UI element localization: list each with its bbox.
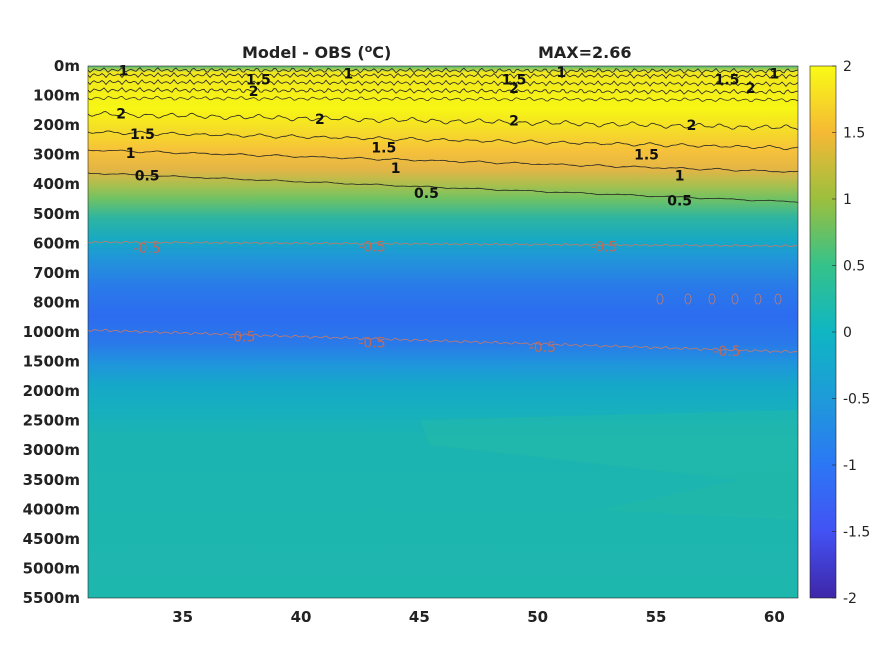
contour-label: 2 [509, 81, 519, 97]
y-tick-label: 5500m [23, 589, 80, 607]
contour-label: 1.5 [246, 72, 271, 88]
contour-label: 1.5 [371, 140, 396, 156]
contour-label: 1.5 [715, 72, 740, 88]
x-tick-label: 45 [409, 608, 430, 626]
contour-line [87, 149, 799, 173]
colorbar-tick-label: -0.5 [843, 392, 870, 408]
contour-label: -0.5 [713, 344, 740, 360]
contour-label: -0.5 [134, 241, 161, 257]
contour-line [87, 96, 799, 103]
contour-line [87, 67, 799, 74]
contour-label: -0.5 [529, 340, 556, 356]
contour-label: 1.5 [634, 148, 659, 164]
y-tick-label: 700m [33, 264, 80, 282]
y-tick-label: 1000m [23, 323, 80, 341]
y-tick-label: 2500m [23, 412, 80, 430]
contour-label: -0.5 [228, 329, 255, 345]
y-tick-label: 600m [33, 234, 80, 252]
colorbar-tick-label: -1 [843, 458, 857, 474]
contour-label: 2 [746, 81, 756, 97]
contour-label: 2 [509, 114, 519, 130]
contour-label: -0.5 [590, 239, 617, 255]
colorbar-tick-label: 2 [843, 59, 852, 75]
contour-label: 2 [116, 106, 126, 122]
contour-line [87, 79, 799, 88]
contour-label: 1 [343, 66, 353, 82]
colorbar-tick-label: -2 [843, 591, 857, 607]
y-tick-label: 100m [33, 87, 80, 105]
closed-contour [656, 293, 664, 305]
contour-line [87, 71, 799, 80]
contour-line [87, 111, 799, 131]
x-tick-label: 40 [291, 608, 312, 626]
contour-line [87, 240, 799, 248]
title-unit-suffix: C) [372, 43, 391, 62]
contour-label: 2 [249, 84, 259, 100]
contour-label: 1 [769, 66, 779, 82]
contour-label: -0.5 [358, 239, 385, 255]
colorbar-tick-label: 1.5 [843, 126, 865, 142]
colorbar-tick-label: 1 [843, 192, 852, 208]
plot-frame [87, 65, 799, 599]
y-tick-label: 4000m [23, 500, 80, 518]
contour-label: 0.5 [414, 186, 439, 202]
colorbar-tick-label: 0.5 [843, 259, 865, 275]
contour-label: 1 [391, 161, 401, 177]
contour-line [87, 172, 799, 203]
contour-line [87, 328, 799, 353]
x-tick-label: 35 [172, 608, 193, 626]
x-axis-labels: 35 40 45 50 55 60 [172, 608, 785, 626]
contour-label: 2 [315, 112, 325, 128]
chart-title: Model - OBS (oC) [242, 42, 391, 62]
y-tick-label: 2000m [23, 382, 80, 400]
y-tick-label: 3500m [23, 471, 80, 489]
contour-label: 2 [687, 118, 697, 134]
title-unit-sup: o [365, 42, 373, 55]
contour-line [87, 87, 799, 95]
closed-contour [774, 293, 782, 305]
contour-lines [87, 67, 799, 353]
max-label: MAX=2.66 [538, 43, 632, 62]
colorbar-labels: 2 1.5 1 0.5 0 -0.5 -1 -1.5 -2 [832, 59, 870, 607]
contour-label: 0.5 [135, 168, 160, 184]
closed-contour [754, 293, 762, 305]
colorbar-tick-label: 0 [843, 325, 852, 341]
contour-label: 1.5 [130, 127, 155, 143]
colorbar [809, 65, 837, 599]
y-axis-labels: 0m 100m 200m 300m 400m 500m 600m 700m 800m 1000m 1… [23, 57, 80, 607]
contour-label: 1.5 [502, 72, 527, 88]
contour-line [87, 130, 799, 151]
closed-contour [708, 293, 716, 305]
deep-water-patch [420, 410, 798, 520]
y-tick-label: 500m [33, 205, 80, 223]
x-tick-label: 55 [646, 608, 667, 626]
y-tick-label: 400m [33, 175, 80, 193]
x-tick-label: 50 [527, 608, 548, 626]
y-tick-label: 4500m [23, 530, 80, 548]
contour-label: 1 [556, 65, 566, 81]
contour-label: -0.5 [358, 335, 385, 351]
y-tick-label: 800m [33, 293, 80, 311]
colorbar-tick-label: -1.5 [843, 525, 870, 541]
closed-contour [731, 293, 739, 305]
y-tick-label: 5000m [23, 559, 80, 577]
contour-label: 0.5 [667, 193, 692, 209]
x-tick-label: 60 [764, 608, 785, 626]
closed-contour [684, 293, 692, 305]
y-tick-label: 200m [33, 116, 80, 134]
contour-label: 1 [126, 146, 136, 162]
y-tick-label: 3000m [23, 441, 80, 459]
y-tick-label: 1500m [23, 353, 80, 371]
y-tick-label: 0m [54, 57, 80, 75]
y-tick-label: 300m [33, 146, 80, 164]
contour-label: 1 [119, 63, 129, 79]
contour-label: 1 [675, 168, 685, 184]
